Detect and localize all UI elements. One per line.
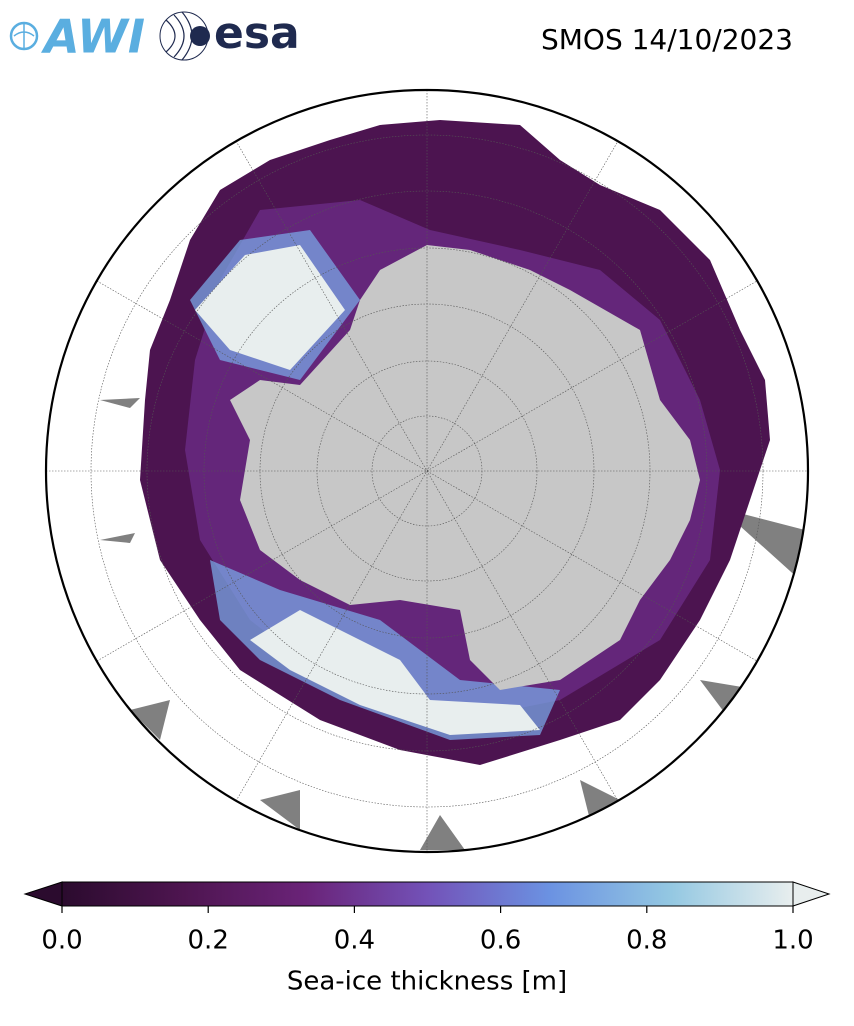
awi-logo-text: AWI (41, 10, 145, 64)
colorbar: Sea-ice thickness [m] 0.0 0.2 0.4 0.6 0.8 1.0 (23, 881, 831, 997)
colorbar-tick-label: 0.6 (480, 926, 521, 956)
title: SMOS 14/10/2023 (541, 23, 793, 56)
map (46, 90, 808, 852)
colorbar-label: Sea-ice thickness [m] (287, 967, 567, 997)
colorbar-bar (61, 881, 794, 907)
colorbar-extend-low (23, 881, 63, 907)
colorbar-tick-label: 0.2 (188, 926, 229, 956)
colorbar-tick-label: 0.0 (41, 926, 82, 956)
esa-logo: esa (159, 8, 300, 61)
colorbar-extend-high (792, 881, 831, 907)
sea-ice-thickest (195, 245, 540, 735)
map-frame (44, 88, 810, 854)
awi-logo: AWI (9, 10, 145, 64)
antarctica (230, 245, 700, 690)
graticule (46, 90, 808, 852)
colorbar-tick-label: 0.8 (626, 926, 667, 956)
esa-logo-text: esa (214, 8, 300, 59)
colorbar-tick-label: 0.4 (334, 926, 375, 956)
colorbar-tick-label: 1.0 (772, 926, 813, 956)
